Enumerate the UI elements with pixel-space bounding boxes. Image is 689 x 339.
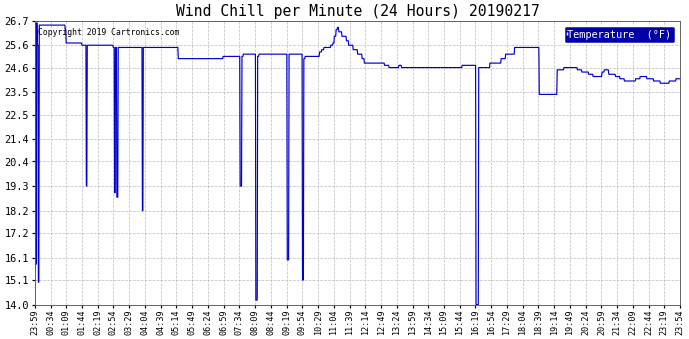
Text: Copyright 2019 Cartronics.com: Copyright 2019 Cartronics.com bbox=[38, 28, 179, 37]
Title: Wind Chill per Minute (24 Hours) 20190217: Wind Chill per Minute (24 Hours) 2019021… bbox=[176, 4, 539, 19]
Legend: Temperature  (°F): Temperature (°F) bbox=[564, 26, 675, 43]
